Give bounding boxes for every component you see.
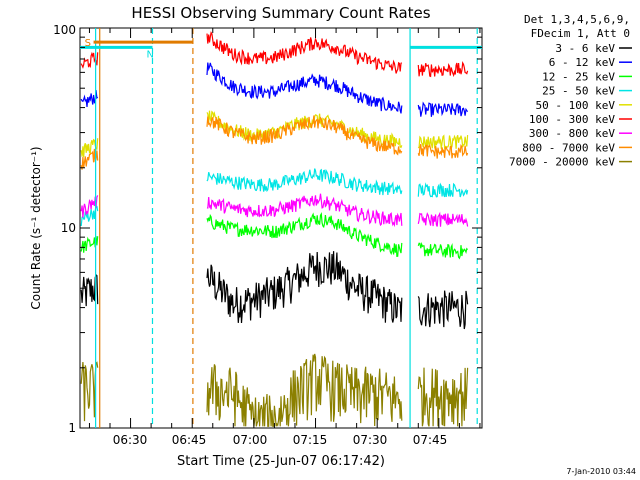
x-tick-label-0730: 07:30: [353, 433, 388, 447]
series-line-100-300-kev: [80, 31, 469, 78]
x-tick-label-0745: 07:45: [413, 433, 448, 447]
x-tick-label-0645: 06:45: [172, 433, 207, 447]
legend-label-6-12-kev: 6 - 12 keV: [549, 56, 616, 69]
marker-label-n: N: [146, 49, 153, 60]
markers-layer: SN: [80, 28, 482, 428]
y-tick-label-10: 10: [61, 221, 76, 235]
legend-label-800-7000-kev: 800 - 7000 keV: [522, 141, 615, 154]
legend-label-12-25-kev: 12 - 25 keV: [542, 70, 615, 83]
x-axis: 06:30 06:45 07:00 07:15 07:30 07:45 Star…: [88, 28, 481, 469]
series-line-800-7000-kev: [80, 115, 469, 170]
legend-label-100-300-kev: 100 - 300 keV: [529, 113, 615, 126]
legend-label-300-800-kev: 300 - 800 keV: [529, 127, 615, 140]
plot-timestamp: 7-Jan-2010 03:44: [566, 467, 636, 476]
legend-label-3-6-kev: 3 - 6 keV: [555, 42, 615, 55]
legend-header-decim: FDecim 1, Att 0: [531, 27, 630, 40]
x-ticks: [88, 28, 481, 428]
series-line-7000-20000-kev: [80, 353, 469, 427]
series-line-6-12-kev: [80, 62, 469, 117]
series-line-12-25-kev: [80, 211, 469, 260]
x-tick-label-0715: 07:15: [293, 433, 328, 447]
x-tick-label-0700: 07:00: [233, 433, 268, 447]
y-axis-label: Count Rate (s⁻¹ detector⁻¹): [29, 146, 43, 309]
legend-header-detectors: Det 1,3,4,5,6,9,: [524, 13, 630, 26]
series-line-300-800-kev: [80, 193, 469, 228]
legend: Det 1,3,4,5,6,9, FDecim 1, Att 0 3 - 6 k…: [509, 13, 632, 169]
legend-label-7000-20000-kev: 7000 - 20000 keV: [509, 156, 615, 169]
plot-area: SN: [79, 27, 483, 429]
series-layer: [80, 31, 469, 427]
legend-label-50-100-kev: 50 - 100 keV: [536, 99, 616, 112]
y-axis: 1 10 100 Count Rate (s⁻¹ detector⁻¹): [29, 23, 482, 435]
marker-label-s: S: [85, 38, 91, 49]
x-axis-label: Start Time (25-Jun-07 06:17:42): [177, 454, 385, 469]
y-tick-label-100: 100: [53, 23, 76, 37]
series-line-25-50-kev: [80, 168, 469, 227]
series-line-3-6-kev: [80, 251, 469, 330]
chart-title: HESSI Observing Summary Count Rates: [131, 4, 430, 22]
y-tick-label-1: 1: [68, 421, 76, 435]
legend-label-25-50-kev: 25 - 50 keV: [542, 85, 615, 98]
x-tick-label-0630: 06:30: [113, 433, 148, 447]
